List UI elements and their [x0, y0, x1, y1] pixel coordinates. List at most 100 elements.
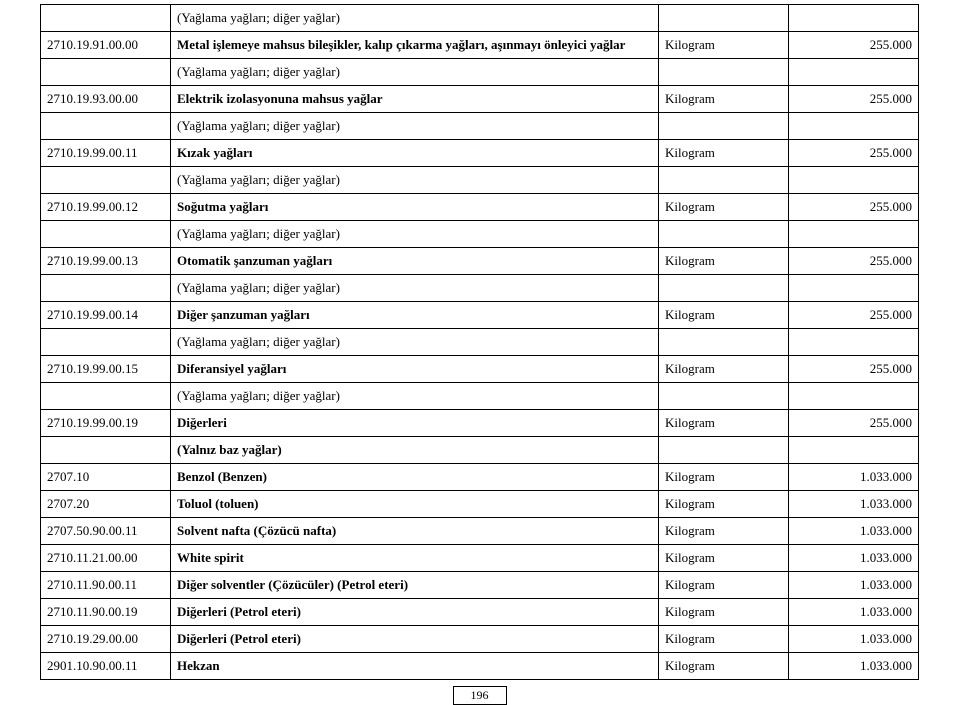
table-row: 2710.19.29.00.00Diğerleri (Petrol eteri)… — [41, 626, 919, 653]
table-row: 2707.20Toluol (toluen)Kilogram1.033.000 — [41, 491, 919, 518]
description-cell: (Yağlama yağları; diğer yağlar) — [171, 167, 659, 194]
value-cell: 255.000 — [789, 410, 919, 437]
code-cell: 2710.11.21.00.00 — [41, 545, 171, 572]
value-cell: 255.000 — [789, 248, 919, 275]
table-row: 2710.11.90.00.19Diğerleri (Petrol eteri)… — [41, 599, 919, 626]
table-row: 2710.19.99.00.13Otomatik şanzuman yağlar… — [41, 248, 919, 275]
value-cell — [789, 329, 919, 356]
table-row: (Yağlama yağları; diğer yağlar) — [41, 383, 919, 410]
value-cell: 1.033.000 — [789, 491, 919, 518]
unit-cell: Kilogram — [659, 572, 789, 599]
table-row: (Yağlama yağları; diğer yağlar) — [41, 221, 919, 248]
description-cell: (Yağlama yağları; diğer yağlar) — [171, 5, 659, 32]
code-cell: 2710.19.99.00.14 — [41, 302, 171, 329]
code-cell: 2710.19.99.00.11 — [41, 140, 171, 167]
description-cell: (Yağlama yağları; diğer yağlar) — [171, 221, 659, 248]
table-row: (Yağlama yağları; diğer yağlar) — [41, 329, 919, 356]
value-cell: 1.033.000 — [789, 518, 919, 545]
unit-cell: Kilogram — [659, 545, 789, 572]
code-cell: 2710.19.91.00.00 — [41, 32, 171, 59]
unit-cell: Kilogram — [659, 410, 789, 437]
code-cell: 2707.50.90.00.11 — [41, 518, 171, 545]
value-cell — [789, 275, 919, 302]
table-row: 2901.10.90.00.11HekzanKilogram1.033.000 — [41, 653, 919, 680]
unit-cell — [659, 5, 789, 32]
unit-cell — [659, 437, 789, 464]
description-cell: (Yalnız baz yağlar) — [171, 437, 659, 464]
unit-cell: Kilogram — [659, 518, 789, 545]
code-cell — [41, 383, 171, 410]
unit-cell: Kilogram — [659, 32, 789, 59]
value-cell — [789, 59, 919, 86]
description-cell: Toluol (toluen) — [171, 491, 659, 518]
value-cell — [789, 113, 919, 140]
value-cell: 255.000 — [789, 356, 919, 383]
code-cell — [41, 275, 171, 302]
table-row: 2710.11.90.00.11Diğer solventler (Çözücü… — [41, 572, 919, 599]
unit-cell: Kilogram — [659, 653, 789, 680]
code-cell: 2710.19.99.00.15 — [41, 356, 171, 383]
code-cell — [41, 221, 171, 248]
description-cell: Diferansiyel yağları — [171, 356, 659, 383]
unit-cell: Kilogram — [659, 248, 789, 275]
table-row: 2710.19.99.00.15Diferansiyel yağlarıKilo… — [41, 356, 919, 383]
unit-cell: Kilogram — [659, 626, 789, 653]
description-cell: White spirit — [171, 545, 659, 572]
code-cell: 2710.19.29.00.00 — [41, 626, 171, 653]
code-cell: 2710.19.99.00.12 — [41, 194, 171, 221]
code-cell: 2710.11.90.00.19 — [41, 599, 171, 626]
code-cell: 2707.20 — [41, 491, 171, 518]
description-cell: Diğerleri — [171, 410, 659, 437]
value-cell: 1.033.000 — [789, 572, 919, 599]
value-cell: 1.033.000 — [789, 545, 919, 572]
value-cell — [789, 221, 919, 248]
table-row: (Yağlama yağları; diğer yağlar) — [41, 59, 919, 86]
value-cell: 255.000 — [789, 140, 919, 167]
description-cell: Elektrik izolasyonuna mahsus yağlar — [171, 86, 659, 113]
code-cell: 2707.10 — [41, 464, 171, 491]
unit-cell — [659, 59, 789, 86]
unit-cell: Kilogram — [659, 302, 789, 329]
table-row: (Yağlama yağları; diğer yağlar) — [41, 275, 919, 302]
description-cell: (Yağlama yağları; diğer yağlar) — [171, 383, 659, 410]
unit-cell — [659, 383, 789, 410]
code-cell: 2710.19.99.00.19 — [41, 410, 171, 437]
table-row: 2710.19.99.00.19DiğerleriKilogram255.000 — [41, 410, 919, 437]
table-row: 2707.10Benzol (Benzen)Kilogram1.033.000 — [41, 464, 919, 491]
code-cell — [41, 59, 171, 86]
unit-cell: Kilogram — [659, 86, 789, 113]
value-cell: 255.000 — [789, 194, 919, 221]
value-cell: 1.033.000 — [789, 653, 919, 680]
unit-cell: Kilogram — [659, 356, 789, 383]
code-cell — [41, 113, 171, 140]
value-cell: 1.033.000 — [789, 599, 919, 626]
table-row: 2710.19.99.00.14Diğer şanzuman yağlarıKi… — [41, 302, 919, 329]
code-cell — [41, 437, 171, 464]
description-cell: Hekzan — [171, 653, 659, 680]
value-cell: 1.033.000 — [789, 464, 919, 491]
table-row: (Yağlama yağları; diğer yağlar) — [41, 167, 919, 194]
description-cell: Benzol (Benzen) — [171, 464, 659, 491]
table-row: 2710.19.93.00.00Elektrik izolasyonuna ma… — [41, 86, 919, 113]
code-cell: 2901.10.90.00.11 — [41, 653, 171, 680]
value-cell — [789, 383, 919, 410]
code-cell: 2710.19.99.00.13 — [41, 248, 171, 275]
table-row: (Yalnız baz yağlar) — [41, 437, 919, 464]
code-cell — [41, 5, 171, 32]
unit-cell: Kilogram — [659, 194, 789, 221]
value-cell — [789, 5, 919, 32]
value-cell: 255.000 — [789, 86, 919, 113]
value-cell: 255.000 — [789, 302, 919, 329]
description-cell: Diğer solventler (Çözücüler) (Petrol ete… — [171, 572, 659, 599]
description-cell: (Yağlama yağları; diğer yağlar) — [171, 59, 659, 86]
description-cell: Soğutma yağları — [171, 194, 659, 221]
code-cell: 2710.19.93.00.00 — [41, 86, 171, 113]
value-cell: 1.033.000 — [789, 626, 919, 653]
unit-cell — [659, 167, 789, 194]
table-row: 2710.11.21.00.00White spiritKilogram1.03… — [41, 545, 919, 572]
unit-cell — [659, 221, 789, 248]
page-number: 196 — [453, 686, 507, 705]
description-cell: (Yağlama yağları; diğer yağlar) — [171, 275, 659, 302]
description-cell: Diğer şanzuman yağları — [171, 302, 659, 329]
description-cell: Solvent nafta (Çözücü nafta) — [171, 518, 659, 545]
